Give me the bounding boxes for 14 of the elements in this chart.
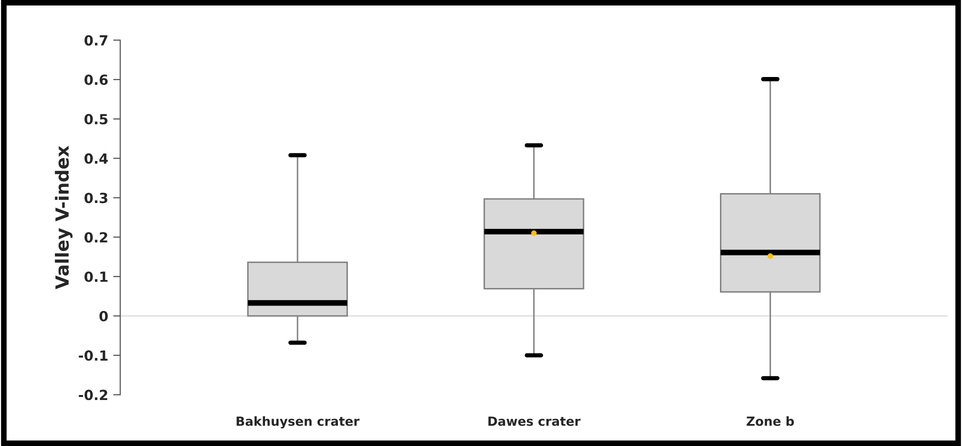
y-tick-label: -0.2 [78, 390, 108, 400]
y-tick-label: 0.1 [84, 271, 108, 282]
y-axis-title: Valley V-index [54, 146, 73, 290]
y-tick-label: 0.3 [84, 192, 108, 204]
y-tick-label: 0.6 [84, 74, 108, 86]
x-tick-label: Bakhuysen crater [236, 416, 360, 428]
y-tick-label: -0.1 [78, 350, 108, 361]
y-tick-label: 0 [99, 310, 108, 322]
y-tick-label: 0.7 [84, 35, 108, 46]
x-tick-label: Zone b [746, 416, 794, 426]
x-tick-label: Dawes crater [488, 416, 580, 426]
y-tick-label: 0.5 [84, 114, 108, 124]
y-tick-label: 0.2 [84, 232, 108, 243]
y-tick-label: 0.4 [84, 153, 108, 164]
